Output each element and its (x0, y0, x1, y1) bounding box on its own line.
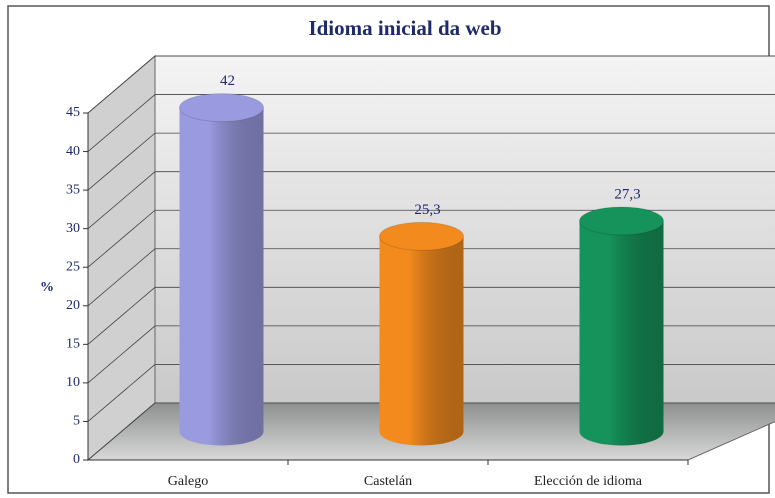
side-wall (87, 54, 156, 462)
value-label: 25,3 (414, 202, 440, 218)
chart-title: Idioma inicial da web (308, 16, 501, 40)
value-label: 42 (220, 73, 235, 89)
grid-line (87, 94, 775, 152)
y-tick-label: 45 (66, 105, 80, 120)
y-axis-label: % (40, 280, 54, 295)
y-tick-label: 10 (66, 375, 80, 390)
y-tick-label: 15 (66, 337, 80, 352)
grid-line (87, 55, 775, 114)
cylinder-top (579, 206, 664, 236)
cylinder-top (179, 93, 264, 123)
y-tick-label: 20 (66, 298, 80, 313)
grid-line (87, 132, 775, 191)
y-tick-label: 30 (66, 221, 80, 236)
y-tick-label: 25 (66, 259, 80, 274)
y-tick-label: 35 (66, 182, 80, 197)
y-tick-label: 5 (73, 414, 80, 429)
y-tick-label: 40 (66, 144, 80, 159)
cylinder-top (379, 221, 464, 251)
y-tick-label: 0 (73, 452, 80, 467)
cylinder-shade (579, 220, 664, 446)
x-tick-label: Castelán (364, 474, 412, 489)
value-label: 27,3 (614, 186, 640, 202)
grid-line (87, 171, 775, 229)
cylinder-shade (179, 107, 264, 446)
x-tick-label: Galego (168, 474, 208, 489)
x-tick-label: Elección de idioma (534, 474, 643, 489)
cylinder-shade (379, 236, 464, 446)
